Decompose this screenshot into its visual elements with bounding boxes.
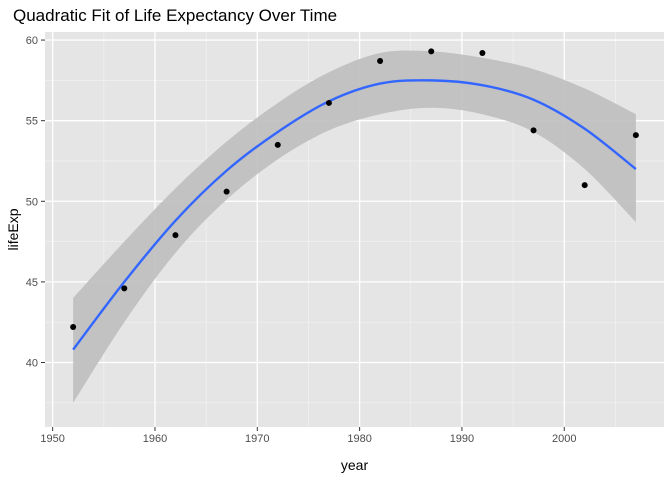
x-tick-label: 2000 — [552, 433, 576, 445]
data-point — [377, 58, 384, 65]
data-point — [479, 49, 486, 56]
data-point — [172, 232, 179, 239]
x-tick-label: 1970 — [245, 433, 269, 445]
y-tick-label: 60 — [26, 35, 38, 47]
chart-title: Quadratic Fit of Life Expectancy Over Ti… — [13, 6, 337, 25]
x-tick-label: 1990 — [450, 433, 474, 445]
data-point — [325, 99, 332, 106]
x-axis: 1950 1960 1970 1980 1990 2000 — [40, 427, 576, 445]
data-point — [274, 141, 281, 148]
data-point — [530, 127, 537, 134]
data-point — [581, 182, 588, 189]
x-tick-label: 1950 — [40, 433, 64, 445]
y-tick-label: 50 — [26, 196, 38, 208]
y-tick-label: 55 — [26, 116, 38, 128]
y-tick-label: 45 — [26, 277, 38, 289]
data-points — [70, 48, 639, 331]
fit-line — [72, 79, 637, 351]
x-tick-label: 1980 — [347, 433, 371, 445]
data-point — [428, 48, 435, 55]
x-tick-label: 1960 — [143, 433, 167, 445]
confidence-band — [73, 50, 636, 403]
y-axis: 40 45 50 55 60 — [26, 35, 45, 370]
data-point — [223, 188, 230, 195]
y-tick-label: 40 — [26, 358, 38, 370]
y-axis-title: lifeExp — [5, 208, 21, 250]
x-axis-title: year — [341, 457, 369, 473]
data-point — [632, 132, 639, 139]
data-point — [121, 285, 128, 292]
data-point — [70, 324, 77, 331]
